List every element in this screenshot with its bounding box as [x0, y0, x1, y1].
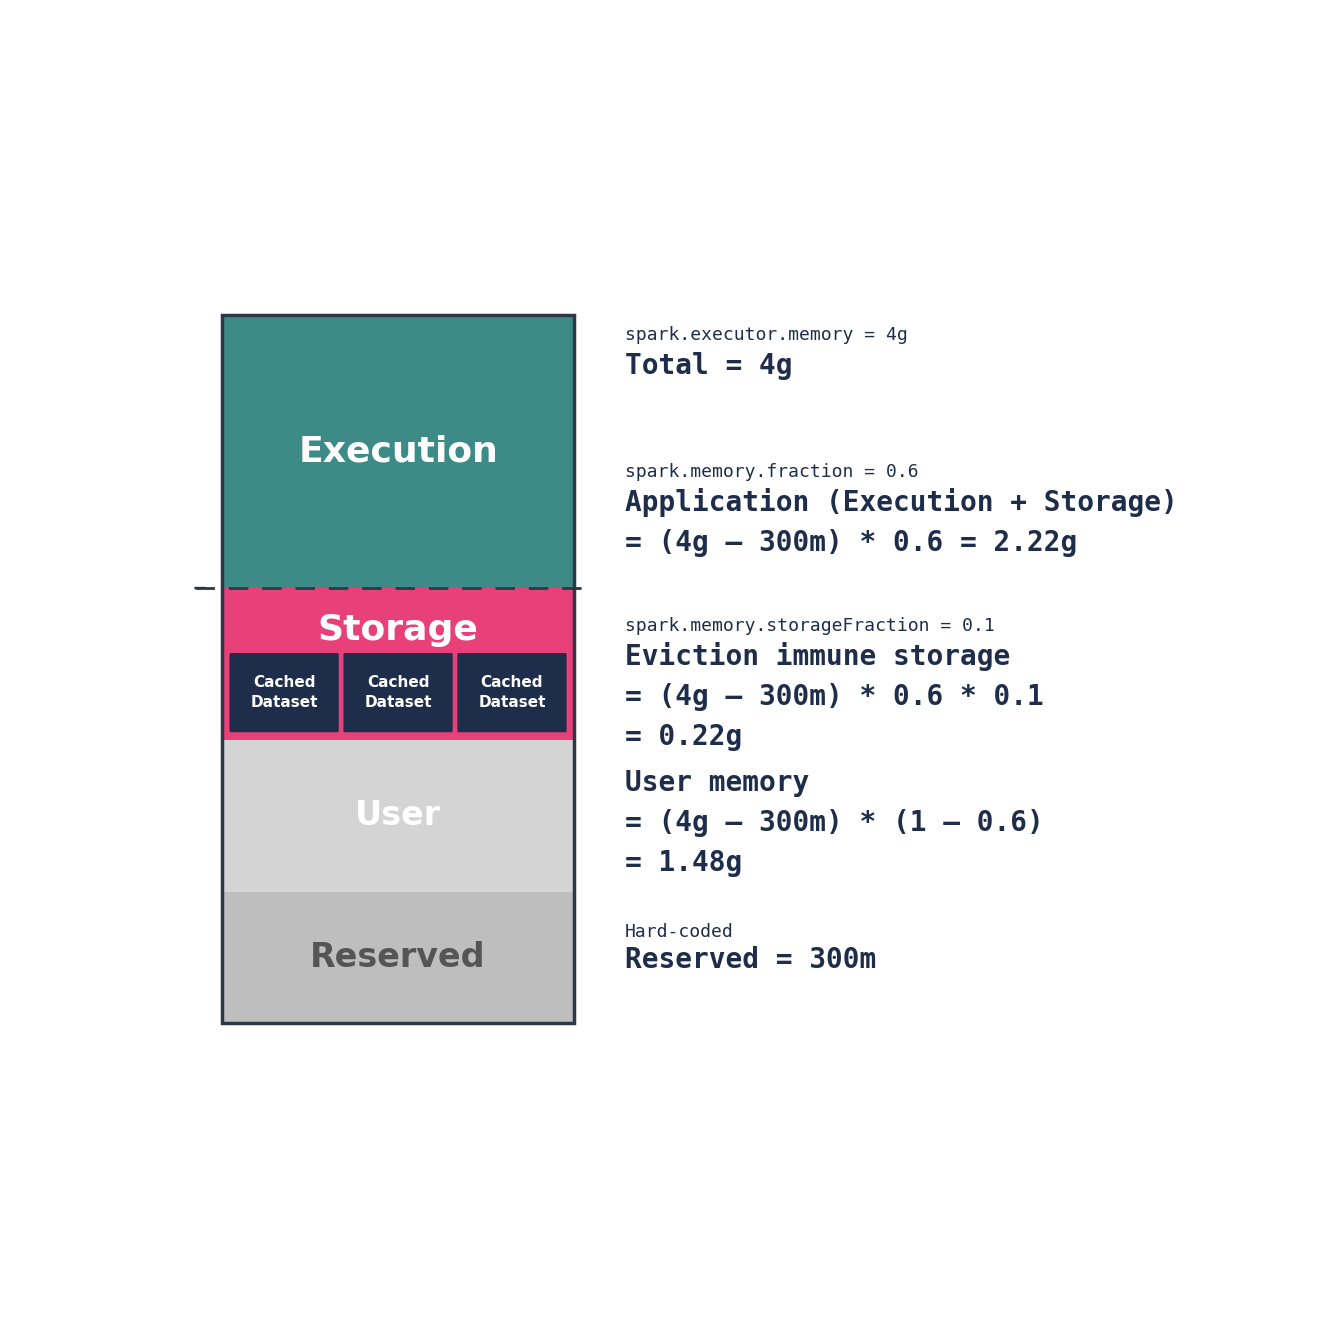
Text: spark.memory.fraction = 0.6: spark.memory.fraction = 0.6 — [624, 462, 918, 481]
Text: –: – — [193, 574, 206, 602]
Bar — [221, 740, 575, 892]
Bar — [221, 587, 575, 740]
Text: Cached
Dataset: Cached Dataset — [364, 675, 431, 710]
Text: Reserved = 300m: Reserved = 300m — [624, 946, 876, 974]
FancyBboxPatch shape — [343, 653, 453, 732]
Text: Total = 4g: Total = 4g — [624, 352, 792, 379]
Text: Reserved: Reserved — [311, 941, 486, 974]
Text: Cached
Dataset: Cached Dataset — [478, 675, 545, 710]
Text: Application (Execution + Storage)
= (4g – 300m) * 0.6 = 2.22g: Application (Execution + Storage) = (4g … — [624, 488, 1178, 557]
FancyBboxPatch shape — [229, 653, 339, 732]
Text: spark.memory.storageFraction = 0.1: spark.memory.storageFraction = 0.1 — [624, 616, 994, 635]
Text: spark.executor.memory = 4g: spark.executor.memory = 4g — [624, 327, 907, 344]
Text: Execution: Execution — [297, 434, 498, 468]
Text: Storage: Storage — [318, 614, 478, 647]
Text: Cached
Dataset: Cached Dataset — [251, 675, 318, 710]
Bar — [221, 315, 575, 587]
Text: Hard-coded: Hard-coded — [624, 923, 733, 941]
Text: Eviction immune storage
= (4g – 300m) * 0.6 * 0.1
= 0.22g: Eviction immune storage = (4g – 300m) * … — [624, 642, 1044, 752]
Bar — [221, 315, 575, 1024]
Bar — [221, 892, 575, 1024]
Text: User: User — [355, 800, 441, 832]
Text: User memory
= (4g – 300m) * (1 – 0.6)
= 1.48g: User memory = (4g – 300m) * (1 – 0.6) = … — [624, 769, 1044, 878]
FancyBboxPatch shape — [457, 653, 567, 732]
